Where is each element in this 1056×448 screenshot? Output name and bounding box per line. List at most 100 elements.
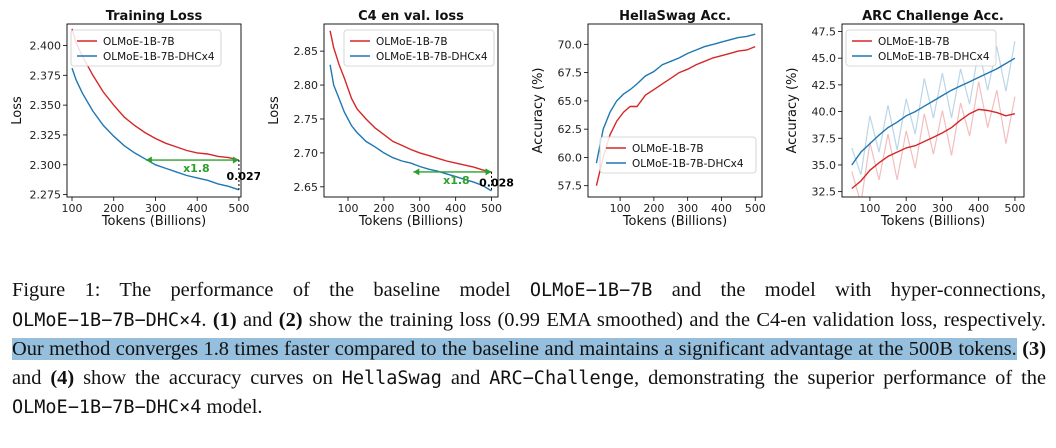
speedup-arrow-head [413, 168, 420, 176]
figure-row: Training Loss 100 200 300 400 500 2.275 2.300 2.… [10, 9, 1025, 229]
caption-text: and [236, 308, 279, 331]
x-tick-label: 500 [228, 202, 249, 215]
y-tick-label: 47.5 [812, 25, 837, 38]
legend-box [599, 136, 757, 174]
legend-label: OLMoE-1B-7B [376, 36, 448, 48]
caption-dataset-name: ARC−Challenge [489, 367, 635, 389]
y-tick-label: 2.80 [294, 79, 319, 92]
caption-text: Figure 1: The performance of the baselin… [12, 279, 530, 301]
legend-label: OLMoE-1B-7B [632, 143, 704, 155]
caption-highlight: Our method converges 1.8 times faster co… [12, 338, 1017, 360]
caption-dataset-name: HellaSwag [341, 367, 442, 389]
x-tick-label: 200 [103, 202, 124, 215]
y-tick-label: 57.5 [558, 180, 583, 193]
y-tick-label: 2.400 [30, 39, 62, 52]
caption-model-name: OLMoE−1B−7B−DHC×4 [12, 309, 202, 331]
y-tick-label: 40.0 [812, 106, 837, 119]
y-tick-label: 37.5 [812, 132, 837, 145]
caption-model-name: OLMoE−1B−7B [529, 280, 653, 301]
series-line [329, 30, 492, 173]
legend-label: OLMoE-1B-7B-DHCx4 [376, 51, 488, 63]
x-tick-label: 400 [187, 202, 208, 215]
series-line [71, 67, 240, 191]
speedup-arrow-head [145, 156, 152, 164]
y-tick-label: 32.5 [812, 186, 837, 199]
caption-ref: (2) [278, 308, 303, 331]
caption-text: show the training loss (0.99 EMA smoothe… [302, 308, 1046, 331]
x-tick-label: 200 [643, 202, 664, 215]
legend-label: OLMoE-1B-7B-DHCx4 [103, 51, 215, 63]
x-tick-label: 300 [677, 202, 698, 215]
gap-label: 0.027 [227, 170, 260, 183]
y-tick-label: 2.65 [294, 181, 319, 194]
y-tick-label: 2.70 [294, 147, 319, 160]
caption-text: model. [201, 396, 263, 418]
x-axis-label: Tokens (Billions) [101, 214, 206, 229]
x-tick-label: 500 [745, 202, 766, 215]
caption-text: , demonstrating the superior performance… [634, 366, 1046, 389]
series-line [595, 45, 756, 186]
y-tick-label: 2.350 [30, 99, 62, 112]
x-tick-label: 300 [932, 202, 953, 215]
speedup-label: x1.8 [183, 162, 210, 175]
y-tick-label: 42.5 [812, 79, 837, 92]
x-tick-label: 200 [896, 202, 917, 215]
x-axis-label: Tokens (Billions) [358, 214, 463, 229]
x-tick-label: 100 [859, 202, 880, 215]
series-line [71, 28, 240, 161]
x-axis-label: Tokens (Billions) [880, 214, 985, 229]
speedup-label: x1.8 [443, 174, 470, 187]
y-tick-label: 2.375 [30, 69, 62, 82]
y-tick-label: 45.0 [812, 52, 837, 65]
axes-frame [587, 23, 763, 198]
legend-label: OLMoE-1B-7B-DHCx4 [632, 158, 744, 170]
y-tick-label: 35.0 [812, 159, 837, 172]
legend-label: OLMoE-1B-7B [103, 36, 175, 48]
caption-text: and [441, 366, 490, 389]
y-axis-label: Loss [10, 96, 25, 125]
x-tick-label: 100 [62, 202, 83, 215]
plot-area [329, 30, 492, 192]
y-tick-label: 67.5 [558, 67, 583, 80]
axes-frame [66, 23, 242, 198]
series-line [851, 57, 1016, 166]
speedup-arrow-head [232, 156, 239, 164]
x-axis-label: Tokens (Billions) [622, 214, 727, 229]
series-line [595, 33, 756, 164]
arc-challenge-acc-chart: ARC Challenge Acc. 100 200 300 400 500 32.5 35.… [786, 9, 1025, 229]
y-tick-label: 2.85 [294, 45, 319, 58]
caption-text: and the model with hyper-connections, [652, 279, 1046, 301]
legend-box [70, 29, 222, 67]
legend-box [343, 29, 495, 67]
caption-ref: (4) [50, 366, 75, 389]
x-tick-label: 300 [145, 202, 166, 215]
legend-label: OLMoE-1B-7B-DHCx4 [878, 51, 990, 63]
x-tick-label: 100 [610, 202, 631, 215]
hellaswag-acc-chart: HellaSwag Acc. 100 200 300 400 500 57.5 60.0 62.… [531, 9, 766, 229]
legend-label: OLMoE-1B-7B [878, 36, 950, 48]
chart-title: ARC Challenge Acc. [862, 9, 1004, 24]
speedup-arrow-head [485, 168, 492, 176]
x-tick-label: 500 [1004, 202, 1025, 215]
y-tick-label: 2.75 [294, 113, 319, 126]
caption-ref: (3) [1022, 338, 1046, 360]
chart-title: Training Loss [106, 9, 203, 24]
x-tick-label: 400 [711, 202, 732, 215]
x-tick-label: 400 [968, 202, 989, 215]
y-axis-label: Loss [267, 96, 282, 125]
y-tick-label: 62.5 [558, 123, 583, 136]
caption-text: . [201, 308, 213, 331]
y-tick-label: 2.300 [30, 159, 62, 172]
figure-caption: Figure 1: The performance of the baselin… [12, 276, 1046, 423]
caption-text: show the accuracy curves on [74, 366, 342, 389]
y-tick-label: 2.325 [30, 129, 62, 142]
x-tick-label: 100 [338, 202, 359, 215]
training-loss-chart: Training Loss 100 200 300 400 500 2.275 2.300 2.… [10, 9, 260, 229]
chart-title: C4 en val. loss [358, 9, 464, 24]
series-line [851, 108, 1016, 190]
plot-area [595, 33, 756, 186]
x-tick-label: 200 [373, 202, 394, 215]
y-tick-label: 60.0 [558, 151, 583, 164]
y-tick-label: 70.0 [558, 38, 583, 51]
y-axis-label: Accuracy (%) [531, 68, 546, 154]
